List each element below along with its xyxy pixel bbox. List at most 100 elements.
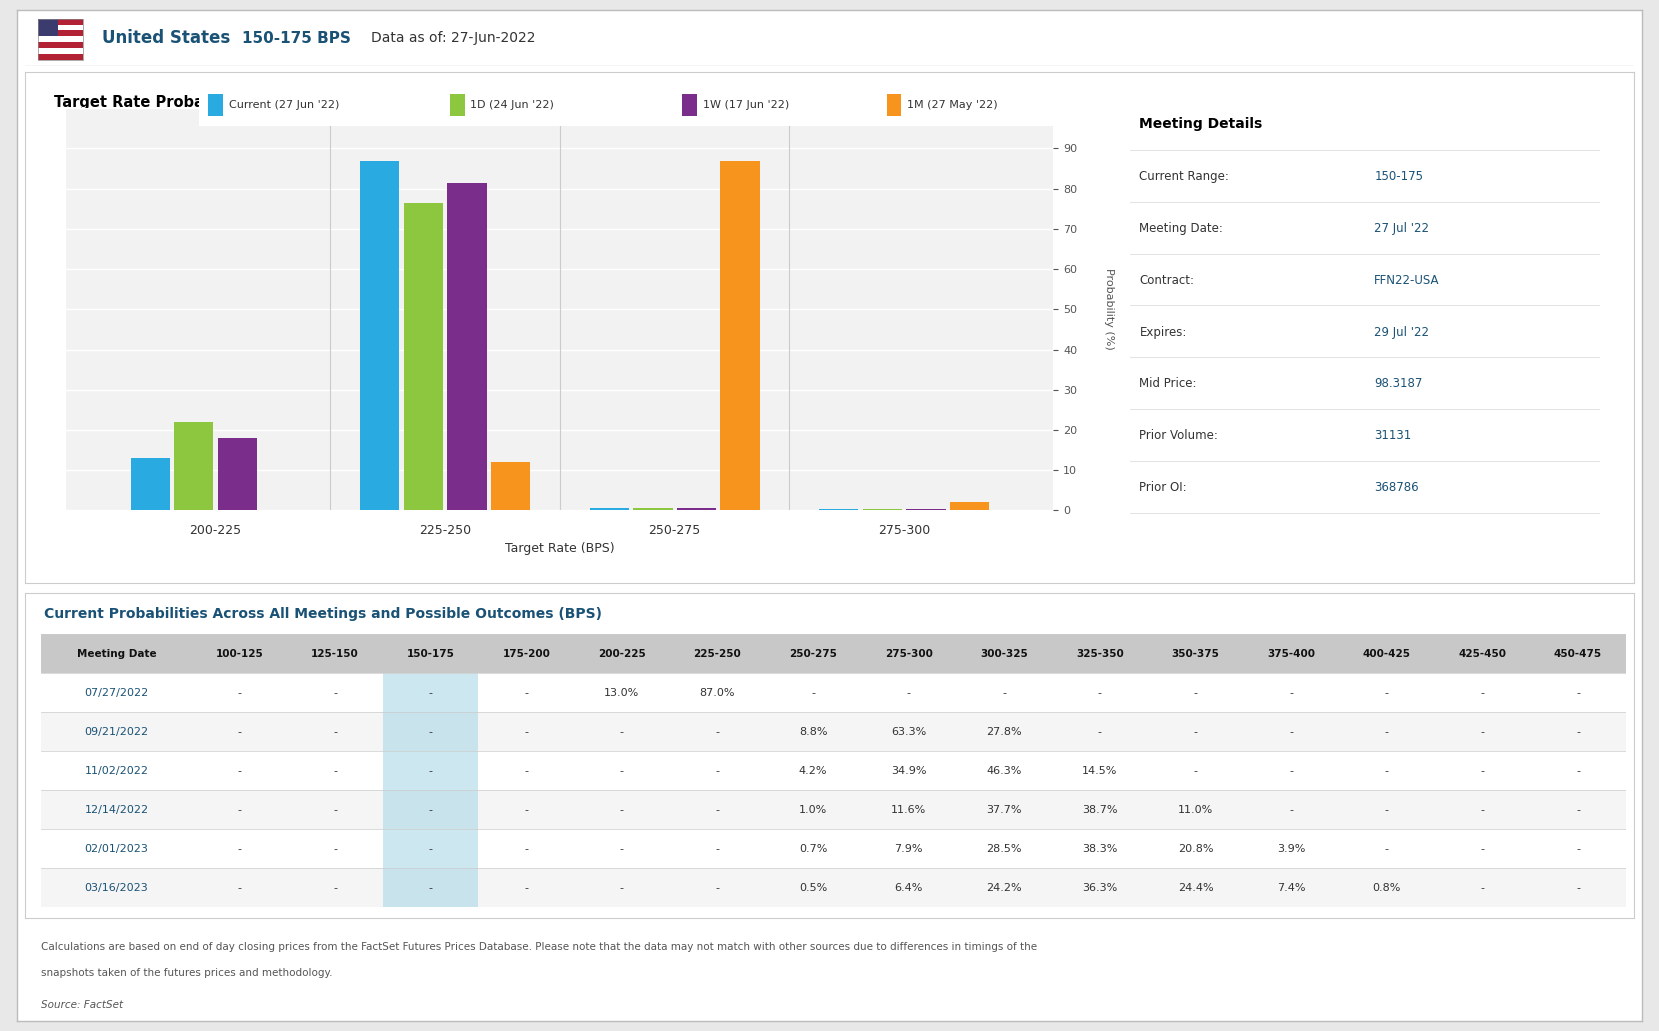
Text: -: - [1480, 727, 1485, 736]
Bar [41, 790, 1626, 829]
Bar [448, 182, 486, 510]
Text: -: - [1385, 805, 1389, 814]
Text: 09/21/2022: 09/21/2022 [85, 727, 149, 736]
Text: -: - [428, 843, 433, 854]
Text: -: - [1289, 727, 1292, 736]
Bar [886, 95, 901, 115]
Text: -: - [1098, 688, 1102, 698]
Text: United States: United States [103, 29, 231, 47]
Text: -: - [715, 766, 720, 775]
Text: Current (27 Jun '22): Current (27 Jun '22) [229, 100, 338, 110]
Bar [906, 509, 946, 510]
Text: -: - [715, 843, 720, 854]
Text: 14.5%: 14.5% [1082, 766, 1118, 775]
Bar [41, 868, 1626, 907]
Text: -: - [428, 766, 433, 775]
Bar [383, 752, 478, 790]
Text: 7.4%: 7.4% [1277, 883, 1306, 893]
Text: Contract:: Contract: [1140, 273, 1194, 287]
Bar [217, 438, 257, 510]
Text: -: - [428, 883, 433, 893]
Text: snapshots taken of the futures prices and methodology.: snapshots taken of the futures prices an… [41, 968, 332, 978]
Bar [41, 752, 1626, 790]
Text: -: - [1480, 688, 1485, 698]
Text: -: - [524, 883, 528, 893]
Text: 450-475: 450-475 [1554, 648, 1603, 659]
Text: 275-300: 275-300 [884, 648, 932, 659]
Text: -: - [1289, 766, 1292, 775]
Bar [720, 161, 760, 510]
Bar [450, 95, 465, 115]
Text: -: - [1480, 805, 1485, 814]
Text: -: - [1480, 843, 1485, 854]
Bar [131, 458, 169, 510]
Text: Target Rate Probabilities for 27 Jul 2022 Fed Meeting: Target Rate Probabilities for 27 Jul 202… [53, 95, 494, 110]
Text: 175-200: 175-200 [503, 648, 551, 659]
Bar [820, 509, 858, 510]
Bar [41, 829, 1626, 868]
Bar [491, 462, 531, 510]
Text: -: - [1576, 766, 1579, 775]
Text: 0.7%: 0.7% [800, 843, 828, 854]
Text: -: - [1385, 727, 1389, 736]
Text: 20.8%: 20.8% [1178, 843, 1213, 854]
Text: -: - [1289, 688, 1292, 698]
Text: 125-150: 125-150 [312, 648, 358, 659]
Bar [174, 422, 214, 510]
Text: 8.8%: 8.8% [800, 727, 828, 736]
Text: 1.0%: 1.0% [800, 805, 828, 814]
Text: 24.4%: 24.4% [1178, 883, 1213, 893]
Text: 37.7%: 37.7% [987, 805, 1022, 814]
Text: -: - [524, 766, 528, 775]
Text: -: - [1098, 727, 1102, 736]
Text: -: - [524, 843, 528, 854]
Text: -: - [1193, 727, 1198, 736]
Bar [38, 25, 83, 31]
Text: 24.2%: 24.2% [987, 883, 1022, 893]
Bar [383, 790, 478, 829]
Text: 1M (27 May '22): 1M (27 May '22) [907, 100, 997, 110]
Bar [682, 95, 697, 115]
Text: 34.9%: 34.9% [891, 766, 926, 775]
Text: 4.2%: 4.2% [800, 766, 828, 775]
Text: Source: FactSet: Source: FactSet [41, 1000, 123, 1009]
Bar [589, 508, 629, 510]
Text: -: - [811, 688, 815, 698]
Text: -: - [237, 766, 242, 775]
Bar [38, 19, 83, 60]
Text: Mid Price:: Mid Price: [1140, 377, 1196, 391]
Text: 46.3%: 46.3% [987, 766, 1022, 775]
Bar [863, 509, 902, 510]
Bar [383, 712, 478, 752]
Text: 11.0%: 11.0% [1178, 805, 1213, 814]
Bar [951, 502, 989, 510]
Text: Prior OI:: Prior OI: [1140, 481, 1188, 494]
Text: -: - [237, 843, 242, 854]
Bar [38, 19, 58, 36]
Text: -: - [524, 688, 528, 698]
Text: -: - [620, 727, 624, 736]
Text: -: - [1385, 688, 1389, 698]
Bar [41, 712, 1626, 752]
Text: -: - [333, 805, 337, 814]
Text: 31131: 31131 [1374, 429, 1412, 442]
Text: Calculations are based on end of day closing prices from the FactSet Futures Pri: Calculations are based on end of day clo… [41, 942, 1037, 952]
Text: 03/16/2023: 03/16/2023 [85, 883, 148, 893]
Text: 27.8%: 27.8% [987, 727, 1022, 736]
Text: -: - [1193, 766, 1198, 775]
Text: 300-325: 300-325 [980, 648, 1029, 659]
Text: -: - [237, 883, 242, 893]
Bar [634, 508, 672, 510]
Bar [677, 508, 717, 510]
Text: 150-175: 150-175 [406, 648, 455, 659]
Text: -: - [237, 805, 242, 814]
Text: 325-350: 325-350 [1077, 648, 1123, 659]
Text: 63.3%: 63.3% [891, 727, 926, 736]
Bar [383, 829, 478, 868]
Text: -: - [428, 727, 433, 736]
Text: 1D (24 Jun '22): 1D (24 Jun '22) [471, 100, 554, 110]
Text: -: - [428, 688, 433, 698]
Text: -: - [237, 727, 242, 736]
Text: -: - [1480, 883, 1485, 893]
Text: -: - [715, 805, 720, 814]
